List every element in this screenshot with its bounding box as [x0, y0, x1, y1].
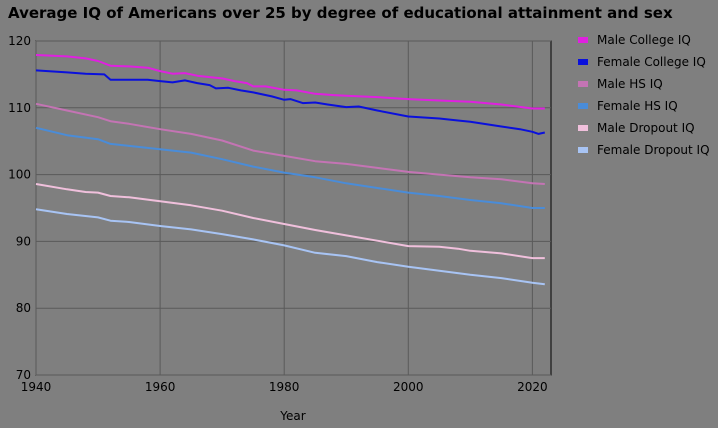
legend-swatch-male-college-iq [578, 37, 588, 43]
series-line-male-dropout-iq [35, 183, 545, 260]
y-tick-label: 120 [8, 34, 31, 48]
legend-label-female-hs-iq: Female HS IQ [597, 99, 678, 113]
x-tick-label: 2020 [517, 380, 548, 394]
legend-label-male-dropout-iq: Male Dropout IQ [597, 121, 695, 135]
plot-area [35, 40, 552, 376]
series-line-female-dropout-iq [35, 208, 545, 286]
series-line-female-college-iq [35, 69, 546, 135]
legend: Male College IQ Female College IQ Male HS … [578, 33, 710, 157]
y-tick-label: 80 [16, 301, 31, 315]
legend-label-female-college-iq: Female College IQ [597, 55, 706, 69]
x-axis-label: Year [279, 409, 305, 423]
y-tick-label: 70 [16, 368, 31, 382]
legend-label-female-dropout-iq: Female Dropout IQ [597, 143, 710, 157]
series-lines [35, 54, 546, 286]
legend-swatch-male-hs-iq [578, 81, 588, 87]
legend-swatch-female-college-iq [578, 59, 588, 65]
series-line-male-college-iq [35, 54, 545, 110]
chart-title: Average IQ of Americans over 25 by degre… [8, 4, 673, 22]
axis-ticks: 70 80 90 100 110 120 1940 1960 1980 2000 2020 [8, 34, 548, 394]
legend-label-male-college-iq: Male College IQ [597, 33, 691, 47]
grid [35, 40, 551, 376]
legend-label-male-hs-iq: Male HS IQ [597, 77, 663, 91]
x-tick-label: 1980 [269, 380, 300, 394]
legend-swatch-female-dropout-iq [578, 147, 588, 153]
y-tick-label: 100 [8, 168, 31, 182]
x-tick-label: 1940 [21, 380, 52, 394]
legend-swatch-male-dropout-iq [578, 125, 588, 131]
x-tick-label: 1960 [145, 380, 176, 394]
series-line-male-hs-iq [35, 102, 545, 185]
y-tick-label: 110 [8, 101, 31, 115]
x-tick-label: 2000 [393, 380, 424, 394]
series-line-female-hs-iq [35, 126, 545, 209]
legend-swatch-female-hs-iq [578, 103, 588, 109]
y-tick-label: 90 [16, 234, 31, 248]
